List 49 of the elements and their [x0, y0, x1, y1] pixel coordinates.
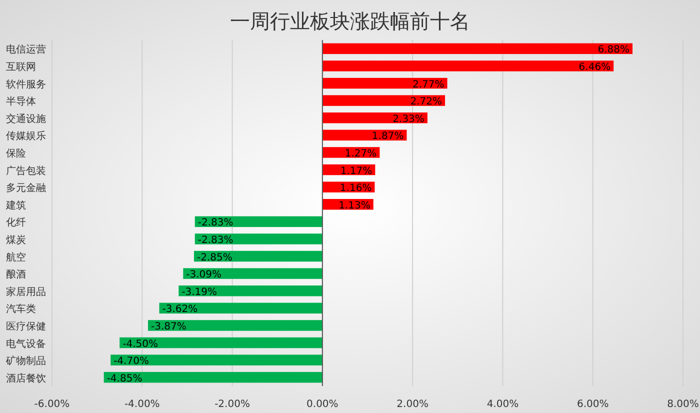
- y-tick-label: 医疗保健: [6, 320, 46, 332]
- y-tick-label: 汽车类: [6, 303, 36, 316]
- data-label: 1.17%: [340, 166, 372, 177]
- y-tick-label: 酿酒: [6, 268, 26, 281]
- y-tick-label: 电信运营: [6, 44, 46, 56]
- y-tick-label: 化纤: [6, 216, 26, 229]
- data-label: 6.46%: [578, 62, 611, 73]
- x-tick-label: -6.00%: [34, 399, 70, 410]
- data-label: 2.72%: [410, 96, 442, 108]
- data-label: -3.62%: [162, 304, 198, 316]
- data-label: -3.87%: [151, 321, 186, 332]
- y-tick-label: 广告包装: [6, 164, 46, 177]
- x-tick-label: -2.00%: [214, 399, 250, 410]
- data-label: 6.88%: [598, 44, 630, 56]
- y-tick-label: 矿物制品: [5, 355, 46, 368]
- y-tick-label: 传媒娱乐: [6, 130, 46, 142]
- y-tick-label: 家居用品: [6, 286, 46, 298]
- y-tick-label: 航空: [6, 251, 26, 264]
- data-label: -3.19%: [182, 286, 218, 298]
- x-tick-label: 2.00%: [396, 399, 428, 410]
- y-tick-label: 保险: [6, 147, 26, 160]
- data-label: 1.13%: [338, 200, 370, 212]
- data-label: -2.83%: [198, 234, 234, 246]
- x-tick-label: -4.00%: [124, 399, 160, 410]
- data-label: -4.50%: [122, 338, 158, 350]
- data-label: -4.85%: [106, 373, 142, 384]
- y-tick-label: 交通设施: [6, 112, 46, 125]
- y-tick-label: 多元金融: [6, 182, 46, 194]
- data-label: 1.16%: [340, 183, 372, 194]
- data-label: 2.33%: [392, 114, 424, 125]
- data-label: -2.83%: [198, 218, 234, 229]
- x-tick-label: 6.00%: [576, 399, 609, 410]
- y-tick-label: 半导体: [6, 96, 36, 108]
- data-label: 1.87%: [372, 131, 404, 142]
- y-tick-label: 软件服务: [6, 78, 46, 90]
- data-label: 2.77%: [412, 79, 444, 90]
- y-tick-label: 煤炭: [6, 234, 26, 246]
- y-tick-label: 互联网: [6, 60, 36, 73]
- data-label: -2.85%: [196, 252, 232, 264]
- y-tick-label: 建筑: [5, 199, 26, 212]
- data-label: 1.27%: [344, 148, 377, 160]
- y-tick-label: 酒店餐饮: [6, 372, 46, 384]
- x-tick-label: 0.00%: [306, 399, 338, 410]
- x-tick-label: 8.00%: [667, 399, 699, 410]
- data-label: -4.70%: [114, 356, 149, 368]
- data-label: -3.09%: [186, 270, 222, 281]
- x-tick-label: 4.00%: [486, 399, 519, 410]
- chart-title: 一周行业板块涨跌幅前十名: [230, 9, 470, 33]
- y-tick-label: 电气设备: [6, 338, 46, 350]
